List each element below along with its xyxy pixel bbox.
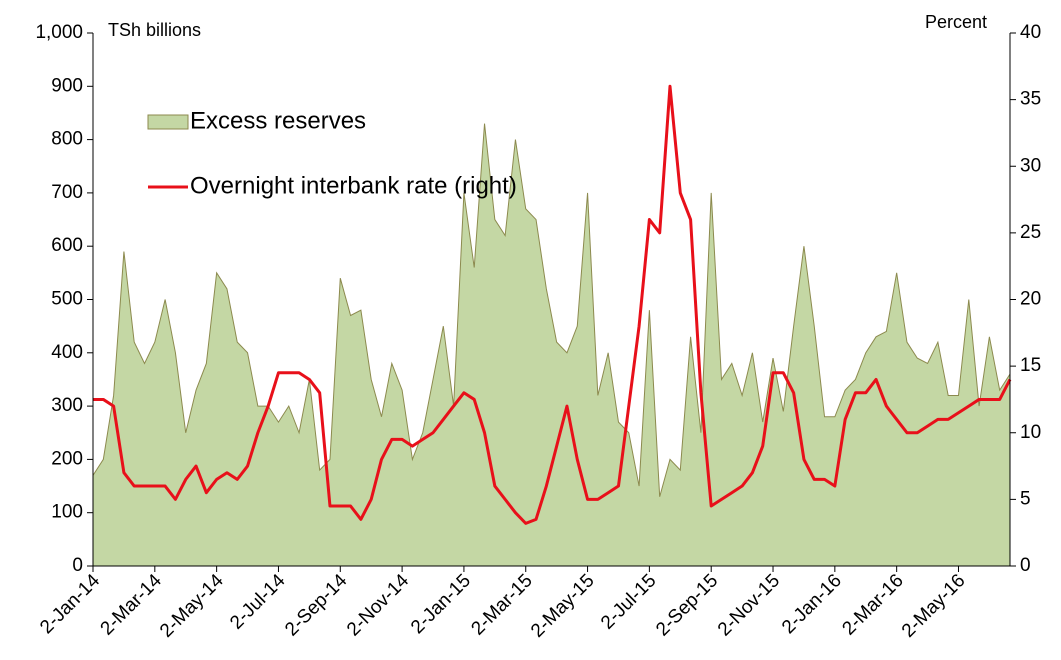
x-tick-label: 2-Nov-14 — [343, 570, 413, 640]
x-tick-label: 2-Mar-14 — [97, 570, 167, 640]
y2-tick-label: 10 — [1020, 422, 1041, 443]
x-tick-label: 2-May-14 — [156, 570, 228, 642]
y-axis-label: TSh billions — [108, 20, 201, 40]
area — [92, 123, 1011, 567]
y-tick-label: 900 — [51, 75, 83, 96]
x-tick-label: 2-Sep-14 — [281, 570, 351, 640]
x-tick-label: 2-Jan-15 — [407, 570, 475, 638]
y2-axis-label: Percent — [925, 12, 987, 32]
y2-tick-label: 5 — [1020, 488, 1031, 509]
x-tick-label: 2-Jan-16 — [778, 570, 846, 638]
y2-tick-label: 0 — [1020, 555, 1031, 576]
y2-tick-label: 40 — [1020, 22, 1041, 43]
x-tick-label: 2-May-16 — [898, 570, 970, 642]
y-tick-label: 200 — [51, 448, 83, 469]
x-tick-label: 2-Sep-15 — [652, 570, 722, 640]
x-tick-label: 2-Jan-14 — [36, 570, 104, 638]
y-tick-label: 600 — [51, 235, 83, 256]
x-tick-label: 2-Jul-14 — [226, 570, 290, 634]
y-tick-label: 300 — [51, 395, 83, 416]
y-tick-label: 500 — [51, 289, 83, 310]
y-tick-label: 0 — [72, 555, 83, 576]
legend-label: Overnight interbank rate (right) — [190, 172, 517, 199]
y2-tick-label: 30 — [1020, 155, 1041, 176]
y2-tick-label: 15 — [1020, 355, 1041, 376]
y-tick-label: 400 — [51, 342, 83, 363]
y-tick-label: 700 — [51, 182, 83, 203]
x-tick-label: 2-Mar-15 — [467, 570, 536, 639]
y-tick-label: 100 — [51, 502, 83, 523]
x-tick-label: 2-Jul-15 — [597, 570, 660, 633]
x-tick-label: 2-Mar-16 — [838, 570, 907, 639]
y-tick-label: 800 — [51, 129, 83, 150]
x-tick-label: 2-May-15 — [527, 570, 599, 642]
legend-swatch — [147, 114, 189, 130]
y2-tick-label: 20 — [1020, 289, 1041, 310]
line — [93, 84, 1012, 525]
x-tick-label: 2-Nov-15 — [714, 570, 784, 640]
y2-tick-label: 35 — [1020, 89, 1041, 110]
y2-tick-label: 25 — [1020, 222, 1041, 243]
legend-label: Excess reserves — [190, 107, 366, 134]
y-tick-label: 1,000 — [35, 22, 83, 43]
